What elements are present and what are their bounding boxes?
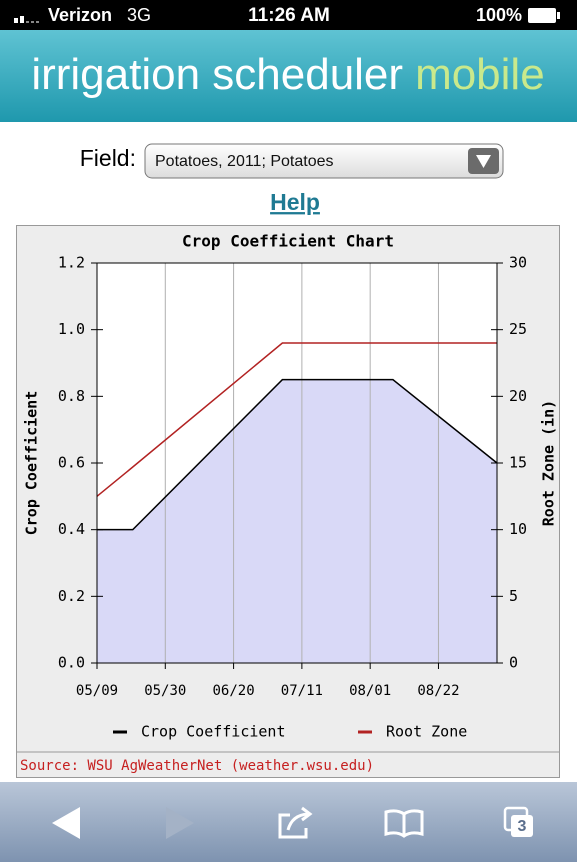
forward-button[interactable] xyxy=(166,807,194,839)
y2-tick-label: 25 xyxy=(509,320,527,338)
title-main: irrigation scheduler xyxy=(31,50,403,99)
y-tick-label: 0.6 xyxy=(58,454,85,472)
clock: 11:26 AM xyxy=(248,5,330,26)
field-label: Field: xyxy=(80,145,136,171)
y-tick-label: 0.2 xyxy=(58,587,85,605)
x-tick-label: 08/22 xyxy=(417,683,459,699)
x-tick-label: 08/01 xyxy=(349,683,391,699)
y-tick-label: 1.2 xyxy=(58,254,85,272)
y2-tick-label: 15 xyxy=(509,454,527,472)
network: 3G xyxy=(127,5,151,25)
title-accent: mobile xyxy=(415,50,545,99)
y-tick-label: 0.0 xyxy=(58,654,85,672)
legend-label: Root Zone xyxy=(386,723,467,741)
help-link[interactable]: Help xyxy=(270,189,320,215)
y2-tick-label: 20 xyxy=(509,387,527,405)
field-select[interactable]: Potatoes, 2011; Potatoes xyxy=(144,143,504,179)
series-line xyxy=(96,342,497,497)
area-fill xyxy=(97,379,497,663)
select-box[interactable] xyxy=(144,143,504,179)
battery-level: 100% xyxy=(476,5,522,25)
x-tick-label: 07/11 xyxy=(281,683,323,699)
header xyxy=(0,30,577,122)
x-tick-label: 05/30 xyxy=(144,683,186,699)
y2-tick-label: 5 xyxy=(509,587,518,605)
signal-icon xyxy=(14,16,39,23)
y2-tick-label: 0 xyxy=(509,654,518,672)
legend-label: Crop Coefficient xyxy=(141,723,286,741)
series-line xyxy=(97,378,498,531)
tabs-button[interactable]: 3 xyxy=(503,806,533,837)
y2-tick-label: 10 xyxy=(509,520,527,538)
carrier: Verizon xyxy=(48,5,112,25)
chart: Crop Coefficient Chart 05/09 05/30 06/20 07/… xyxy=(17,232,559,774)
y2-tick-label: 30 xyxy=(509,254,527,272)
y-tick-label: 0.4 xyxy=(58,520,85,538)
y2-axis-label: Root Zone (in) xyxy=(540,400,558,526)
back-button[interactable] xyxy=(52,807,80,839)
share-button[interactable] xyxy=(278,806,313,839)
y-tick-label: 1.0 xyxy=(58,320,85,338)
status-bar xyxy=(0,0,577,30)
x-tick-label: 06/20 xyxy=(213,683,255,699)
x-tick-label: 05/09 xyxy=(76,683,118,699)
source-note: Source: WSU AgWeatherNet (weather.wsu.ed… xyxy=(20,758,374,774)
toolbar xyxy=(0,782,577,862)
select-arrow xyxy=(476,155,491,168)
tabs-count[interactable]: 3 xyxy=(518,818,527,835)
y-axis-label: Crop Coefficient xyxy=(23,391,41,536)
battery-icon xyxy=(528,8,560,23)
bookmarks-button[interactable] xyxy=(384,809,424,838)
app-title: irrigation scheduler mobile xyxy=(31,50,544,99)
field-value[interactable]: Potatoes, 2011; Potatoes xyxy=(155,153,334,170)
y-tick-label: 0.8 xyxy=(58,387,85,405)
chart-title: Crop Coefficient Chart xyxy=(182,232,394,251)
